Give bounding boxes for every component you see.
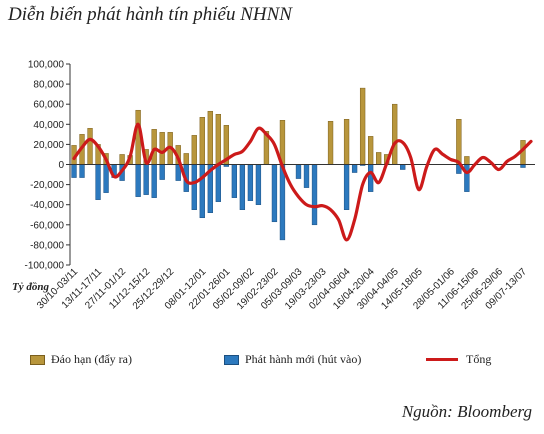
legend: Đáo hạn (đẩy ra) Phát hành mới (hút vào)… [28,352,528,372]
maturity-bar [359,87,366,165]
y-ticks: 100,000 80,000 60,000 40,000 20,000 0 -20,000 -… [25,60,70,272]
maturity-bar [367,136,374,165]
issuance-bar [79,164,85,178]
legend-label-total: Tổng [466,352,492,366]
source-note: Nguồn: Bloomberg [401,402,532,421]
total-line [72,122,533,242]
issuance-bars [71,164,526,241]
y-tick-label: -60,000 [30,220,64,231]
maturity-swatch [30,354,45,365]
issuance-bar [151,164,157,198]
y-tick-label: -40,000 [30,200,64,211]
maturity-bar [119,154,125,165]
issuance-bar [279,164,286,241]
issuance-swatch [224,354,239,365]
issuance-bar [351,164,358,173]
maturity-bar [87,128,93,165]
legend-item-total: Tổng [426,352,491,367]
maturity-bar [151,129,157,165]
issuance-bar [464,164,470,192]
maturity-bar [199,117,205,165]
issuance-bar [231,164,238,198]
legend-item-maturity: Đáo hạn (đẩy ra) [30,352,132,367]
maturity-bar [343,119,350,165]
issuance-bar [215,164,221,202]
legend-item-issuance: Phát hành mới (hút vào) [224,352,361,367]
y-tick-label: 80,000 [33,80,64,91]
issuance-bar [400,164,406,170]
issuance-bar [103,164,109,193]
maturity-bar [191,135,197,165]
y-tick-label: 20,000 [33,140,64,151]
issuance-bar [191,164,197,210]
total-swatch [426,358,458,361]
x-ticks: 30/10-03/1113/11-17/1127/11-01/1211/12-1… [35,266,529,312]
issuance-bar [71,164,77,178]
issuance-bar [199,164,205,219]
maturity-bar [215,114,221,165]
issuance-bar [311,164,318,226]
maturity-bar [456,119,462,165]
issuance-bar [159,164,165,180]
issuance-bar [343,164,350,210]
legend-label-issuance: Phát hành mới (hút vào) [245,352,362,366]
issuance-bar [303,164,310,188]
issuance-bar [239,164,246,210]
chart-title: Diễn biến phát hành tín phiếu NHNN [8,4,292,25]
y-tick-label: -100,000 [25,261,65,272]
maturity-bar [207,110,213,165]
y-tick-label: -20,000 [30,180,64,191]
y-unit-label: Tỷ đồng [12,281,49,293]
maturity-bar [464,156,470,165]
y-tick-label: 40,000 [33,120,64,131]
maturity-bar [392,103,398,165]
legend-label-maturity: Đáo hạn (đẩy ra) [51,352,132,366]
issuance-bar [247,164,254,201]
issuance-bar [95,164,101,200]
y-tick-label: 100,000 [28,60,65,71]
maturity-bar [327,121,334,165]
issuance-bar [143,164,149,195]
issuance-bar [367,164,374,192]
y-tick-label: 0 [58,160,64,171]
issuance-bar [271,164,278,223]
y-tick-label: -80,000 [30,240,64,251]
maturity-bar [183,153,189,165]
y-tick-label: 60,000 [33,100,64,111]
issuance-bar [295,164,302,179]
maturity-bar [376,152,382,165]
issuance-bar [255,164,262,205]
maturity-bar [159,132,165,165]
issuance-bar [135,164,141,197]
